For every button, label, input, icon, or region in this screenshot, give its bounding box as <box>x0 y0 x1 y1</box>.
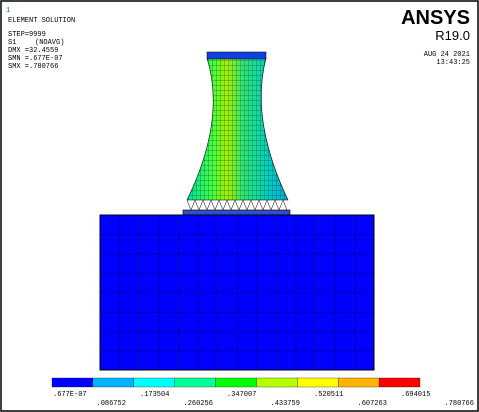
model <box>99 51 375 371</box>
release: R19.0 <box>435 28 470 43</box>
legend-swatch <box>51 377 94 388</box>
legend-swatch <box>338 377 380 388</box>
legend-label: .694015 <box>401 391 430 399</box>
legend-label: .086752 <box>97 400 126 408</box>
legend-label: .607263 <box>358 400 387 408</box>
legend-swatch <box>378 377 421 388</box>
base-ring <box>182 209 291 216</box>
window-number: 1 <box>6 7 10 15</box>
quantity: S1 <box>8 39 16 47</box>
support-columns <box>186 199 288 211</box>
date: AUG 24 2021 <box>424 51 470 59</box>
legend-label: .173504 <box>140 391 169 399</box>
tower-top <box>206 51 267 60</box>
legend-swatch <box>133 377 175 388</box>
legend-swatch <box>92 377 134 388</box>
smn: SMN =.677E-07 <box>8 55 63 63</box>
legend-label: .433759 <box>271 400 300 408</box>
plot-title: ELEMENT SOLUTION <box>8 17 75 25</box>
averaging: (NOAVG) <box>35 39 64 47</box>
legend-label: .260256 <box>184 400 213 408</box>
legend-swatch <box>215 377 257 388</box>
dmx: DMX =32.4559 <box>8 47 58 55</box>
legend-label: .347007 <box>227 391 256 399</box>
legend-label: .520511 <box>314 391 343 399</box>
legend-swatch <box>174 377 216 388</box>
legend-label: .677E-07 <box>53 391 87 399</box>
legend-label: .780766 <box>445 400 474 408</box>
time: 13:43:25 <box>436 59 470 67</box>
legend-swatch <box>297 377 339 388</box>
foundation-mesh <box>100 215 374 370</box>
tower-mesh <box>187 58 288 200</box>
smx: SMX =.780766 <box>8 63 58 71</box>
brand-logo: ANSYS <box>401 7 470 29</box>
step-info: STEP=9999 <box>8 31 46 39</box>
legend-swatch <box>256 377 298 388</box>
contour-legend: .677E-07 .086752 .173504 .260256 .347007 .433… <box>51 377 474 408</box>
